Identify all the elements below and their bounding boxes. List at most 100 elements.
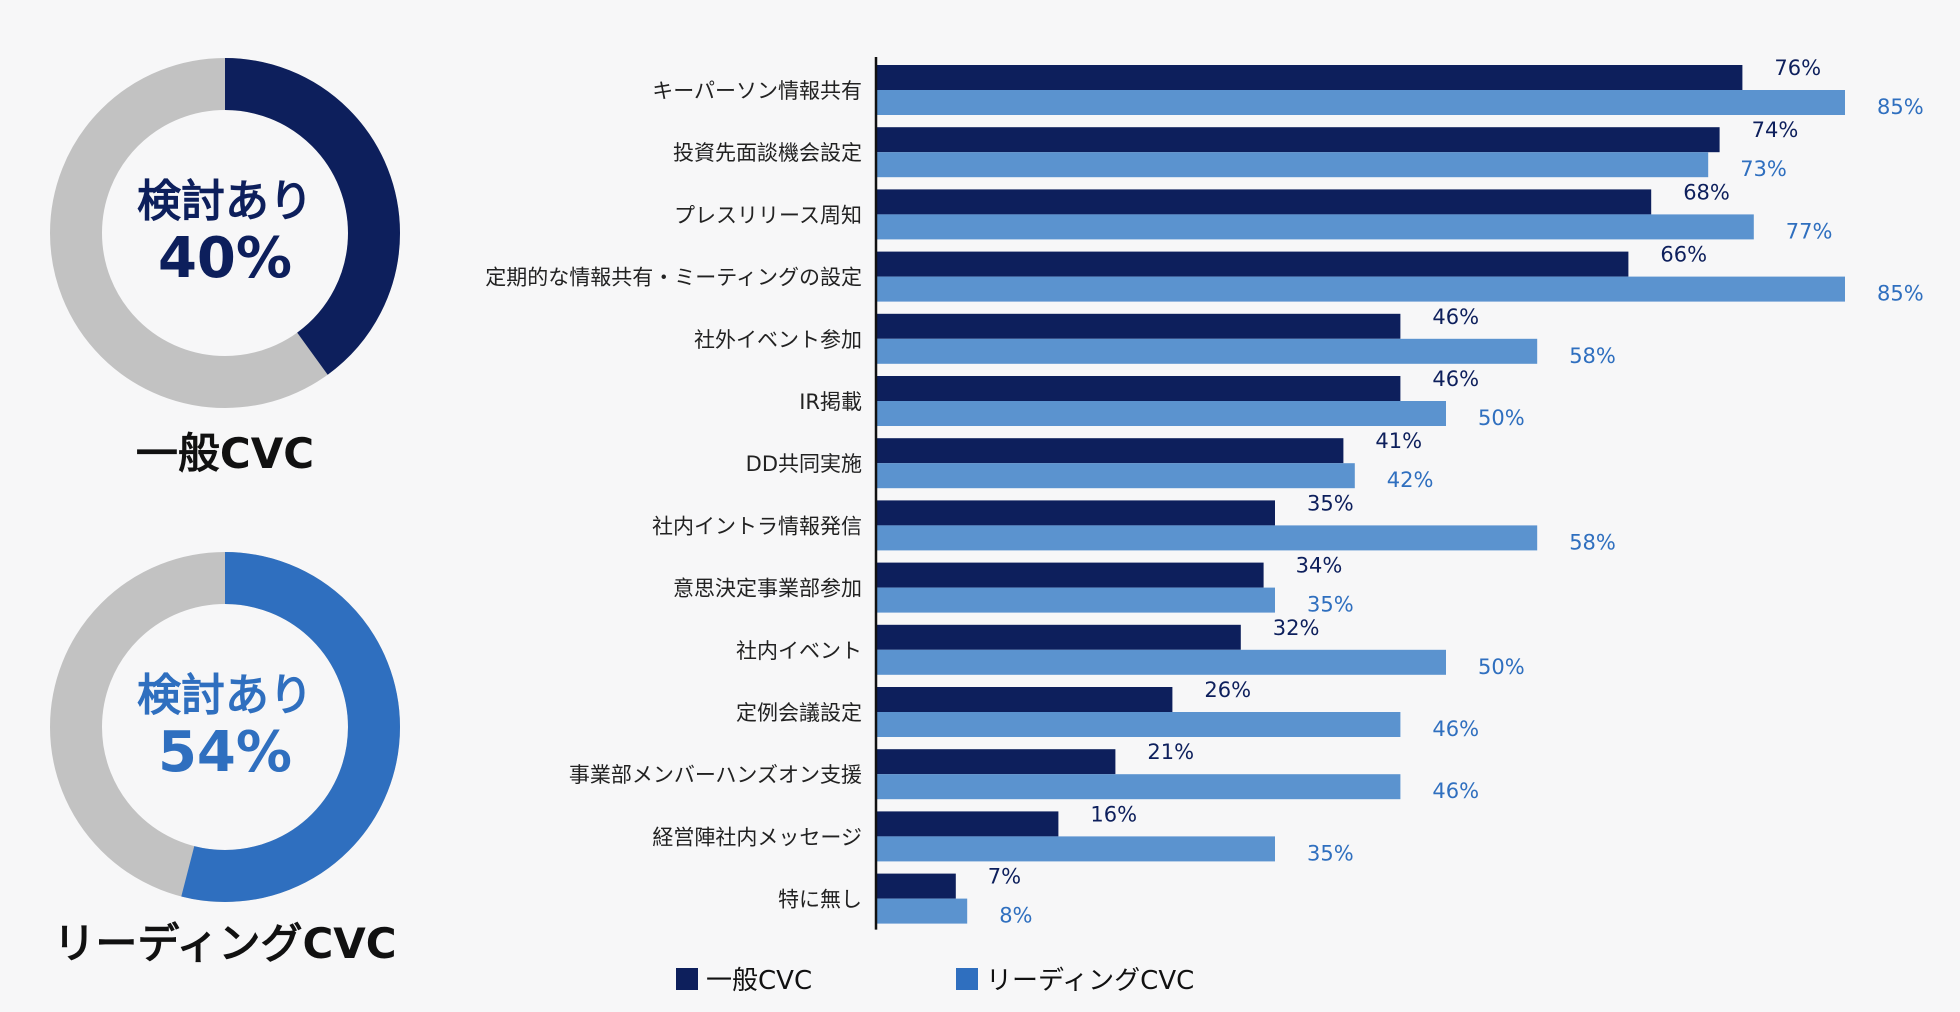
- bar-group: 特に無し 7% 8%: [778, 865, 1033, 928]
- bar-general: [876, 687, 1173, 712]
- legend-label-general: 一般CVC: [706, 966, 813, 996]
- bar-leading: [876, 898, 968, 924]
- bar-group: 経営陣社内メッセージ 16% 35%: [652, 802, 1353, 865]
- data-label-general: 74%: [1752, 118, 1799, 142]
- data-label-leading: 58%: [1569, 530, 1616, 554]
- category-label: 事業部メンバーハンズオン支援: [569, 763, 862, 787]
- donut-general-ring: [50, 58, 400, 408]
- category-label: 定例会議設定: [736, 701, 862, 725]
- category-label: DD共同実施: [746, 452, 862, 476]
- bar-leading: [876, 152, 1709, 178]
- data-label-leading: 46%: [1432, 779, 1479, 803]
- bar-group: 社内イントラ情報発信 35% 58%: [652, 491, 1616, 554]
- bar-general: [876, 251, 1629, 277]
- bar-general: [876, 562, 1264, 588]
- donut-general-caption: 一般CVC: [135, 429, 315, 478]
- category-label: 意思決定事業部参加: [673, 577, 862, 601]
- bar-general: [876, 811, 1059, 837]
- donut-leading-center-label: 検討あり: [137, 669, 313, 721]
- data-label-leading: 50%: [1478, 406, 1525, 430]
- data-label-leading: 85%: [1877, 95, 1924, 119]
- category-label: プレスリリース周知: [674, 203, 862, 227]
- data-label-leading: 58%: [1569, 344, 1616, 368]
- bar-general: [876, 65, 1743, 90]
- bar-leading: [876, 774, 1401, 800]
- data-label-general: 7%: [988, 865, 1021, 889]
- bar-general: [876, 376, 1401, 401]
- category-label: キーパーソン情報共有: [652, 79, 862, 103]
- donut-leading-value-arc: [50, 552, 400, 902]
- legend-swatch-general: [676, 967, 698, 990]
- data-label-leading: 35%: [1307, 593, 1354, 617]
- bar-leading: [876, 649, 1446, 675]
- bar-group: 事業部メンバーハンズオン支援 21% 46%: [569, 740, 1479, 803]
- data-label-general: 46%: [1432, 367, 1479, 391]
- bar-general: [876, 500, 1275, 526]
- data-label-general: 21%: [1147, 740, 1194, 764]
- data-label-leading: 8%: [999, 904, 1032, 928]
- data-label-leading: 73%: [1740, 157, 1787, 181]
- data-label-general: 76%: [1774, 56, 1821, 80]
- bar-leading: [876, 214, 1754, 240]
- bar-group: プレスリリース周知 68% 77%: [674, 180, 1832, 243]
- data-label-leading: 77%: [1786, 219, 1833, 243]
- data-label-general: 35%: [1307, 491, 1354, 515]
- bar-general: [876, 624, 1241, 650]
- category-label: 特に無し: [778, 888, 862, 912]
- donut-leading-ring: [50, 552, 400, 902]
- data-label-leading: 42%: [1387, 468, 1434, 492]
- bar-leading: [876, 525, 1538, 551]
- bar-group: 社外イベント参加 46% 58%: [694, 305, 1616, 368]
- bar-general: [876, 749, 1116, 775]
- data-label-leading: 50%: [1478, 655, 1525, 679]
- bar-general: [876, 438, 1344, 464]
- bar-leading: [876, 463, 1355, 489]
- legend-item-general: 一般CVC: [676, 960, 812, 997]
- bar-leading: [876, 276, 1845, 302]
- category-label: 社内イントラ情報発信: [652, 514, 862, 538]
- legend-item-leading: リーディングCVC: [956, 960, 1194, 997]
- category-label: 定期的な情報共有・ミーティングの設定: [485, 266, 862, 290]
- bar-group: IR掲載 46% 50%: [799, 367, 1524, 430]
- category-label: 投資先面談機会設定: [673, 141, 862, 165]
- donut-leading-center-value: 54%: [157, 719, 293, 785]
- donut-general-value-arc: [50, 58, 400, 408]
- category-label: IR掲載: [799, 390, 862, 414]
- bar-leading: [876, 401, 1446, 426]
- donut-leading-caption: リーディングCVC: [53, 919, 397, 968]
- category-label: 社内イベント: [736, 639, 862, 663]
- bar-group: 投資先面談機会設定 74% 73%: [673, 118, 1798, 181]
- donut-general-center: 検討あり 40%: [50, 58, 400, 408]
- bar-leading: [876, 836, 1275, 862]
- data-label-general: 68%: [1683, 180, 1730, 204]
- data-label-leading: 46%: [1432, 717, 1479, 741]
- bar-leading: [876, 338, 1538, 364]
- data-label-general: 41%: [1375, 429, 1422, 453]
- data-label-leading: 85%: [1877, 282, 1924, 306]
- category-label: 社外イベント参加: [694, 328, 862, 352]
- data-label-general: 26%: [1204, 678, 1251, 702]
- data-label-general: 34%: [1296, 554, 1343, 578]
- bar-general: [876, 127, 1720, 153]
- bar-leading: [876, 712, 1401, 737]
- data-label-leading: 35%: [1307, 841, 1354, 865]
- category-label: 経営陣社内メッセージ: [652, 825, 862, 849]
- bar-leading: [876, 587, 1275, 613]
- bar-general: [876, 873, 956, 899]
- bar-general: [876, 313, 1401, 339]
- bar-group: 定期的な情報共有・ミーティングの設定 66% 85%: [485, 243, 1923, 306]
- bar-leading: [876, 90, 1845, 115]
- donut-general-center-label: 検討あり: [137, 175, 313, 227]
- data-label-general: 46%: [1432, 305, 1479, 329]
- legend-swatch-leading: [956, 967, 978, 990]
- bar-general: [876, 189, 1652, 215]
- bar-group: 意思決定事業部参加 34% 35%: [673, 554, 1354, 617]
- donut-general-center-value: 40%: [157, 225, 293, 291]
- data-label-general: 66%: [1660, 243, 1707, 267]
- bar-group: DD共同実施 41% 42%: [746, 429, 1434, 492]
- bar-group: キーパーソン情報共有 76% 85%: [652, 56, 1923, 119]
- legend-label-leading: リーディングCVC: [986, 966, 1195, 996]
- data-label-general: 16%: [1090, 802, 1137, 826]
